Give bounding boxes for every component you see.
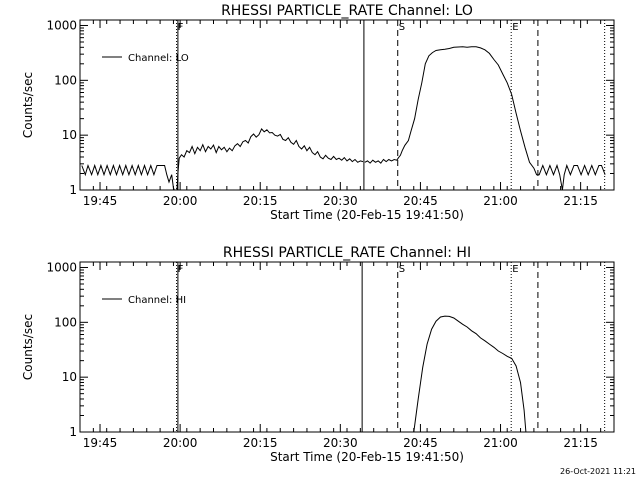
y-tick-label: 1000 xyxy=(46,260,77,274)
timestamp-label: 26-Oct-2021 11:21 xyxy=(560,467,636,476)
series-line xyxy=(364,46,606,190)
marker-label: E xyxy=(512,22,518,33)
x-tick-label: 20:45 xyxy=(403,194,438,208)
marker-label: S xyxy=(399,264,405,275)
x-tick-label: 19:45 xyxy=(83,194,118,208)
y-tick-label: 10 xyxy=(62,128,77,142)
x-tick-label: 21:00 xyxy=(483,194,518,208)
x-tick-label: 20:30 xyxy=(323,194,358,208)
legend-label: Channel: HI xyxy=(128,295,186,306)
x-tick-label: 20:00 xyxy=(163,194,198,208)
chart-title: RHESSI PARTICLE_RATE Channel: HI xyxy=(223,245,471,261)
chart-title: RHESSI PARTICLE_RATE Channel: LO xyxy=(221,3,473,19)
y-axis-label: Counts/sec xyxy=(21,314,35,380)
y-tick-label: 1 xyxy=(69,183,77,197)
series-line xyxy=(413,315,527,432)
x-axis-label: Start Time (20-Feb-15 19:41:50) xyxy=(270,450,464,464)
y-axis-label: Counts/sec xyxy=(21,72,35,138)
legend-label: Channel: LO xyxy=(128,53,189,64)
marker-label: E xyxy=(512,264,518,275)
x-tick-label: 20:15 xyxy=(243,436,278,450)
y-tick-label: 10 xyxy=(62,370,77,384)
channel-lo-panel: RHESSI PARTICLE_RATE Channel: LO 1 10 100 10… xyxy=(21,3,615,222)
x-tick-label: 21:15 xyxy=(563,194,598,208)
x-tick-label: 21:15 xyxy=(563,436,598,450)
x-tick-label: 21:00 xyxy=(483,436,518,450)
x-tick-label: 19:45 xyxy=(83,436,118,450)
x-tick-label: 20:00 xyxy=(163,436,198,450)
plot-frame xyxy=(79,261,615,433)
x-tick-label: 20:30 xyxy=(323,436,358,450)
marker-label: S xyxy=(399,22,405,33)
marker-label: F xyxy=(178,22,184,33)
x-tick-label: 20:45 xyxy=(403,436,438,450)
marker-label: F xyxy=(178,264,184,275)
x-axis-label: Start Time (20-Feb-15 19:41:50) xyxy=(270,208,464,222)
channel-hi-panel: RHESSI PARTICLE_RATE Channel: HI 1 10 100 10… xyxy=(21,245,615,464)
y-tick-label: 100 xyxy=(54,315,77,329)
y-tick-label: 1 xyxy=(69,425,77,439)
x-tick-label: 20:15 xyxy=(243,194,278,208)
series-line xyxy=(81,128,364,190)
y-tick-label: 100 xyxy=(54,73,77,87)
plot-frame xyxy=(79,19,615,191)
y-tick-label: 1000 xyxy=(46,18,77,32)
